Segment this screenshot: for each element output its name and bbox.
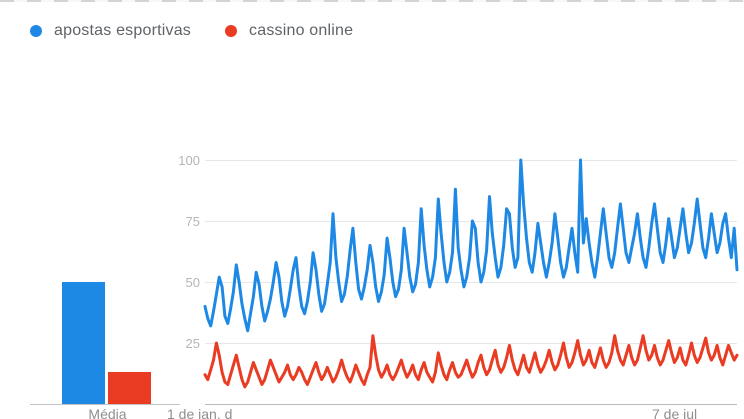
line-cassino-online <box>203 334 739 389</box>
y-axis-tick-label: 50 <box>185 275 200 290</box>
crop-dashed-border <box>0 0 744 2</box>
legend-item-cassino-online[interactable]: cassino online <box>225 22 353 40</box>
media-axis-line <box>30 404 180 405</box>
series-dot-blue-icon <box>30 25 42 37</box>
media-bar-apostas-esportivas <box>62 282 105 404</box>
x-axis-end-label: 7 de jul <box>652 406 698 419</box>
y-axis-tick-label: 100 <box>178 153 200 168</box>
media-bar-cassino-online <box>108 372 151 404</box>
y-axis-tick-label: 25 <box>185 336 200 351</box>
time-axis-line <box>205 404 737 405</box>
series-dot-red-icon <box>225 25 238 37</box>
media-axis-label: Média <box>88 406 127 419</box>
legend-label: apostas esportivas <box>54 22 192 39</box>
gridline-50 <box>205 282 737 283</box>
legend-item-apostas-esportivas[interactable]: apostas esportivas <box>30 22 191 40</box>
legend-label: cassino online <box>249 22 354 39</box>
y-axis-tick-label: 75 <box>185 214 200 229</box>
gridline-25 <box>205 343 737 344</box>
x-axis-start-label: 1 de jan. d <box>167 406 233 419</box>
chart-legend: apostas esportivas cassino online <box>30 22 353 40</box>
line-apostas-esportivas <box>203 158 739 333</box>
gridline-100 <box>205 160 737 161</box>
